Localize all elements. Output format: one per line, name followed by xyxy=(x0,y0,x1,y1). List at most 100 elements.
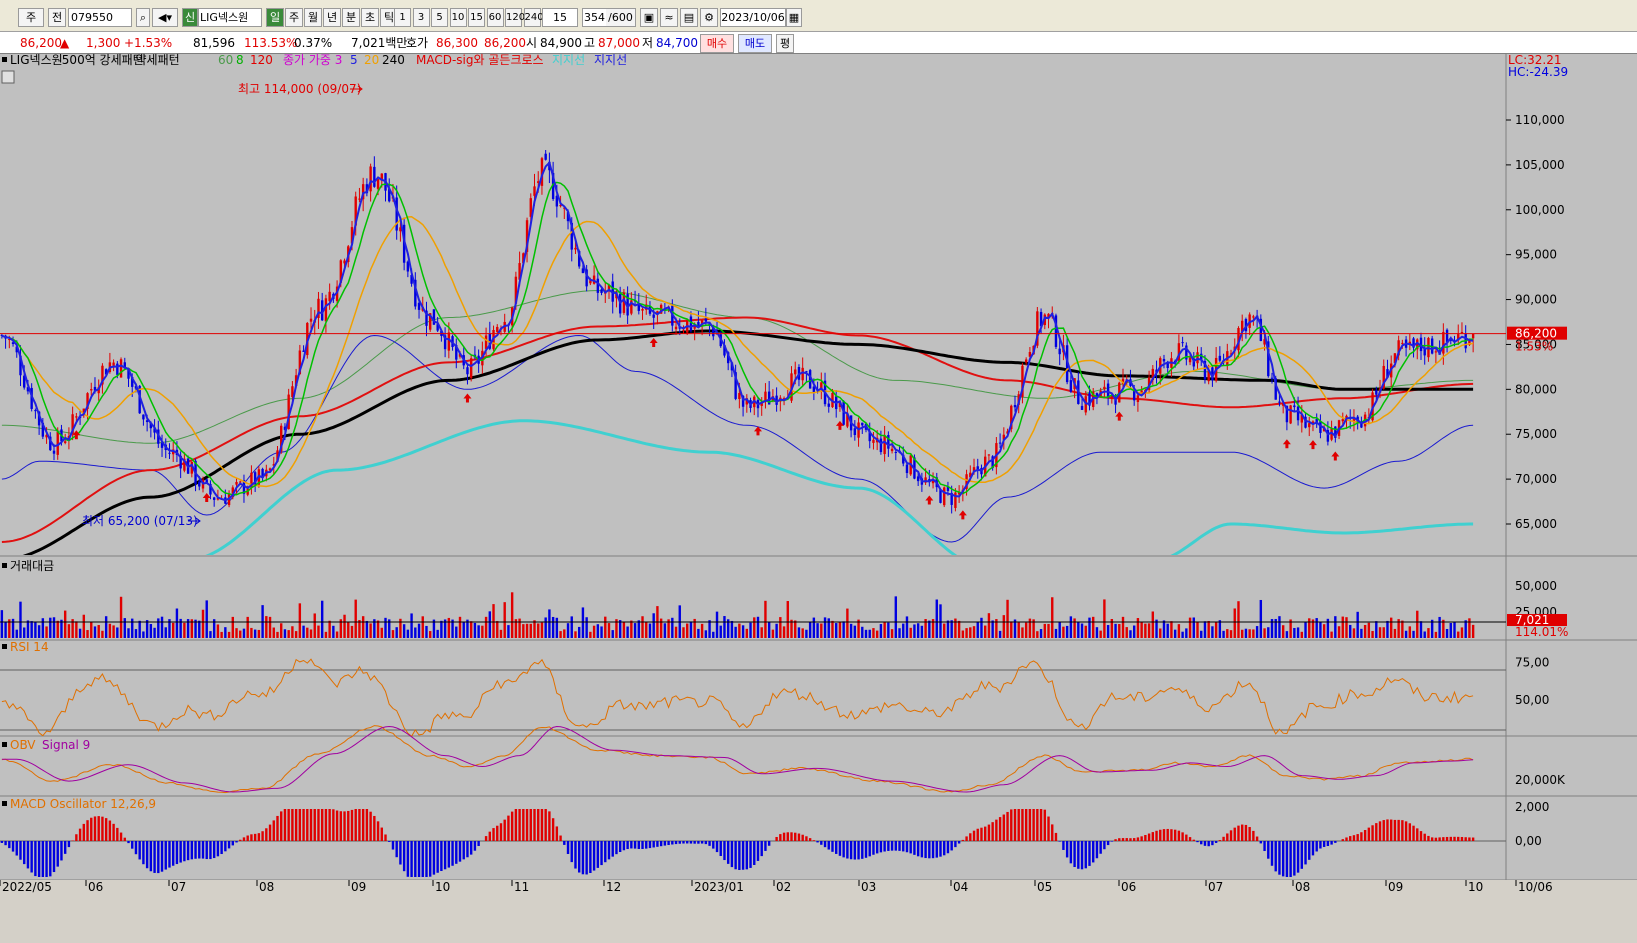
tool-icon[interactable]: ▣ xyxy=(640,8,658,27)
macd-bar xyxy=(332,809,335,841)
period-tab-5[interactable]: 초 xyxy=(361,8,379,27)
legend-pattern-strong: 500억 강세패턴 xyxy=(62,53,144,67)
count-total: /600 xyxy=(606,8,636,27)
candle-body xyxy=(883,435,886,455)
volume-bar xyxy=(1412,630,1415,638)
macd-bar xyxy=(97,816,100,841)
buy-button[interactable]: 매수 xyxy=(700,34,734,53)
volume-bar xyxy=(1337,626,1341,638)
macd-bar xyxy=(875,841,879,854)
macd-bar xyxy=(1043,809,1046,841)
volume-bar xyxy=(104,616,108,638)
candle-body xyxy=(905,464,909,474)
stock-code-input[interactable]: 079550 xyxy=(68,8,132,27)
volume-bar xyxy=(849,623,853,638)
volume-bar xyxy=(388,619,391,638)
volume-bar xyxy=(183,622,186,638)
candle-body xyxy=(376,179,380,189)
market-select[interactable]: 전 xyxy=(48,8,66,27)
macd-bar xyxy=(943,841,946,856)
interval-button-3[interactable]: 3 xyxy=(412,8,430,27)
count-input[interactable]: 354 xyxy=(582,8,606,27)
macd-bar xyxy=(1185,834,1188,841)
type-select[interactable]: 주 xyxy=(18,8,44,27)
volume-bar xyxy=(23,627,26,638)
volume-bar xyxy=(1062,626,1065,638)
macd-bar xyxy=(1304,841,1307,865)
macd-bar xyxy=(1144,834,1147,841)
interval-button-120[interactable]: 120 xyxy=(505,8,525,27)
macd-bar xyxy=(708,841,711,846)
macd-bar xyxy=(1248,827,1251,841)
volume-bar xyxy=(1132,625,1136,638)
xtick-label: 07 xyxy=(171,880,186,894)
macd-bar xyxy=(261,831,264,841)
candle-body xyxy=(950,492,953,505)
candle-body xyxy=(298,350,302,375)
quote-change: 1,300 xyxy=(86,36,121,50)
candle-body xyxy=(75,416,78,418)
volume-bar xyxy=(4,621,7,638)
macd-bar xyxy=(216,841,220,857)
period-tab-3[interactable]: 년 xyxy=(323,8,341,27)
macd-bar xyxy=(1047,816,1050,841)
gear-icon[interactable]: ⚙ xyxy=(700,8,718,27)
volume-bar xyxy=(637,620,640,638)
macd-bar xyxy=(704,841,708,845)
save-icon[interactable]: ▤ xyxy=(680,8,698,27)
interval-button-10[interactable]: 10 xyxy=(449,8,467,27)
period-tab-2[interactable]: 월 xyxy=(304,8,322,27)
macd-bar xyxy=(1419,831,1423,841)
macd-bar xyxy=(257,833,261,841)
volume-bar xyxy=(1244,628,1248,638)
volume-bar xyxy=(1047,623,1050,638)
volume-bar xyxy=(823,617,827,638)
eval-button[interactable]: 평 xyxy=(776,34,794,53)
candle-body xyxy=(998,442,1002,444)
chart-type-icon[interactable]: ≈ xyxy=(660,8,678,27)
macd-bar xyxy=(1360,832,1363,841)
macd-bar xyxy=(1430,837,1434,841)
volume-bar xyxy=(302,625,305,638)
xtick-label: 02 xyxy=(776,880,791,894)
macd-bar xyxy=(764,841,767,851)
volume-bar xyxy=(641,616,644,638)
candle-body xyxy=(894,452,898,454)
candle-body xyxy=(354,196,357,226)
macd-bar xyxy=(134,841,138,855)
sell-button[interactable]: 매도 xyxy=(738,34,772,53)
interval-input[interactable]: 15 xyxy=(542,8,578,27)
volume-bar xyxy=(760,627,763,638)
interval-button-5[interactable]: 5 xyxy=(431,8,448,27)
volume-bar xyxy=(1419,621,1423,638)
interval-button-15[interactable]: 15 xyxy=(468,8,485,27)
candle-body xyxy=(1419,337,1423,352)
macd-bar xyxy=(1088,841,1091,866)
candle-body xyxy=(1136,395,1140,402)
interval-button-60[interactable]: 60 xyxy=(486,8,504,27)
macd-bar xyxy=(112,823,115,841)
macd-bar xyxy=(965,836,968,841)
period-tab-4[interactable]: 분 xyxy=(342,8,360,27)
sound-icon[interactable]: ◀▾ xyxy=(152,8,178,27)
candle-body xyxy=(589,280,592,284)
calendar-icon[interactable]: ▦ xyxy=(786,8,802,27)
period-tab-0[interactable]: 일 xyxy=(266,8,284,27)
interval-button-1[interactable]: 1 xyxy=(394,8,411,27)
xtick-label: 11 xyxy=(514,880,529,894)
volume-bar xyxy=(730,620,734,638)
macd-bar xyxy=(63,841,67,854)
macd-bar xyxy=(376,821,380,841)
volume-bar xyxy=(1080,623,1084,638)
period-tab-1[interactable]: 주 xyxy=(285,8,303,27)
candle-body xyxy=(328,291,331,302)
candle-body xyxy=(373,166,376,187)
interval-button-240[interactable]: 240 xyxy=(523,8,544,27)
volume-bar xyxy=(548,609,551,638)
date-input[interactable]: 2023/10/06 xyxy=(720,8,786,27)
panel-toggle-icon[interactable] xyxy=(1,70,15,84)
search-icon[interactable]: ⌕ xyxy=(136,8,150,27)
volume-bar xyxy=(328,620,331,638)
macd-bar xyxy=(514,809,518,841)
